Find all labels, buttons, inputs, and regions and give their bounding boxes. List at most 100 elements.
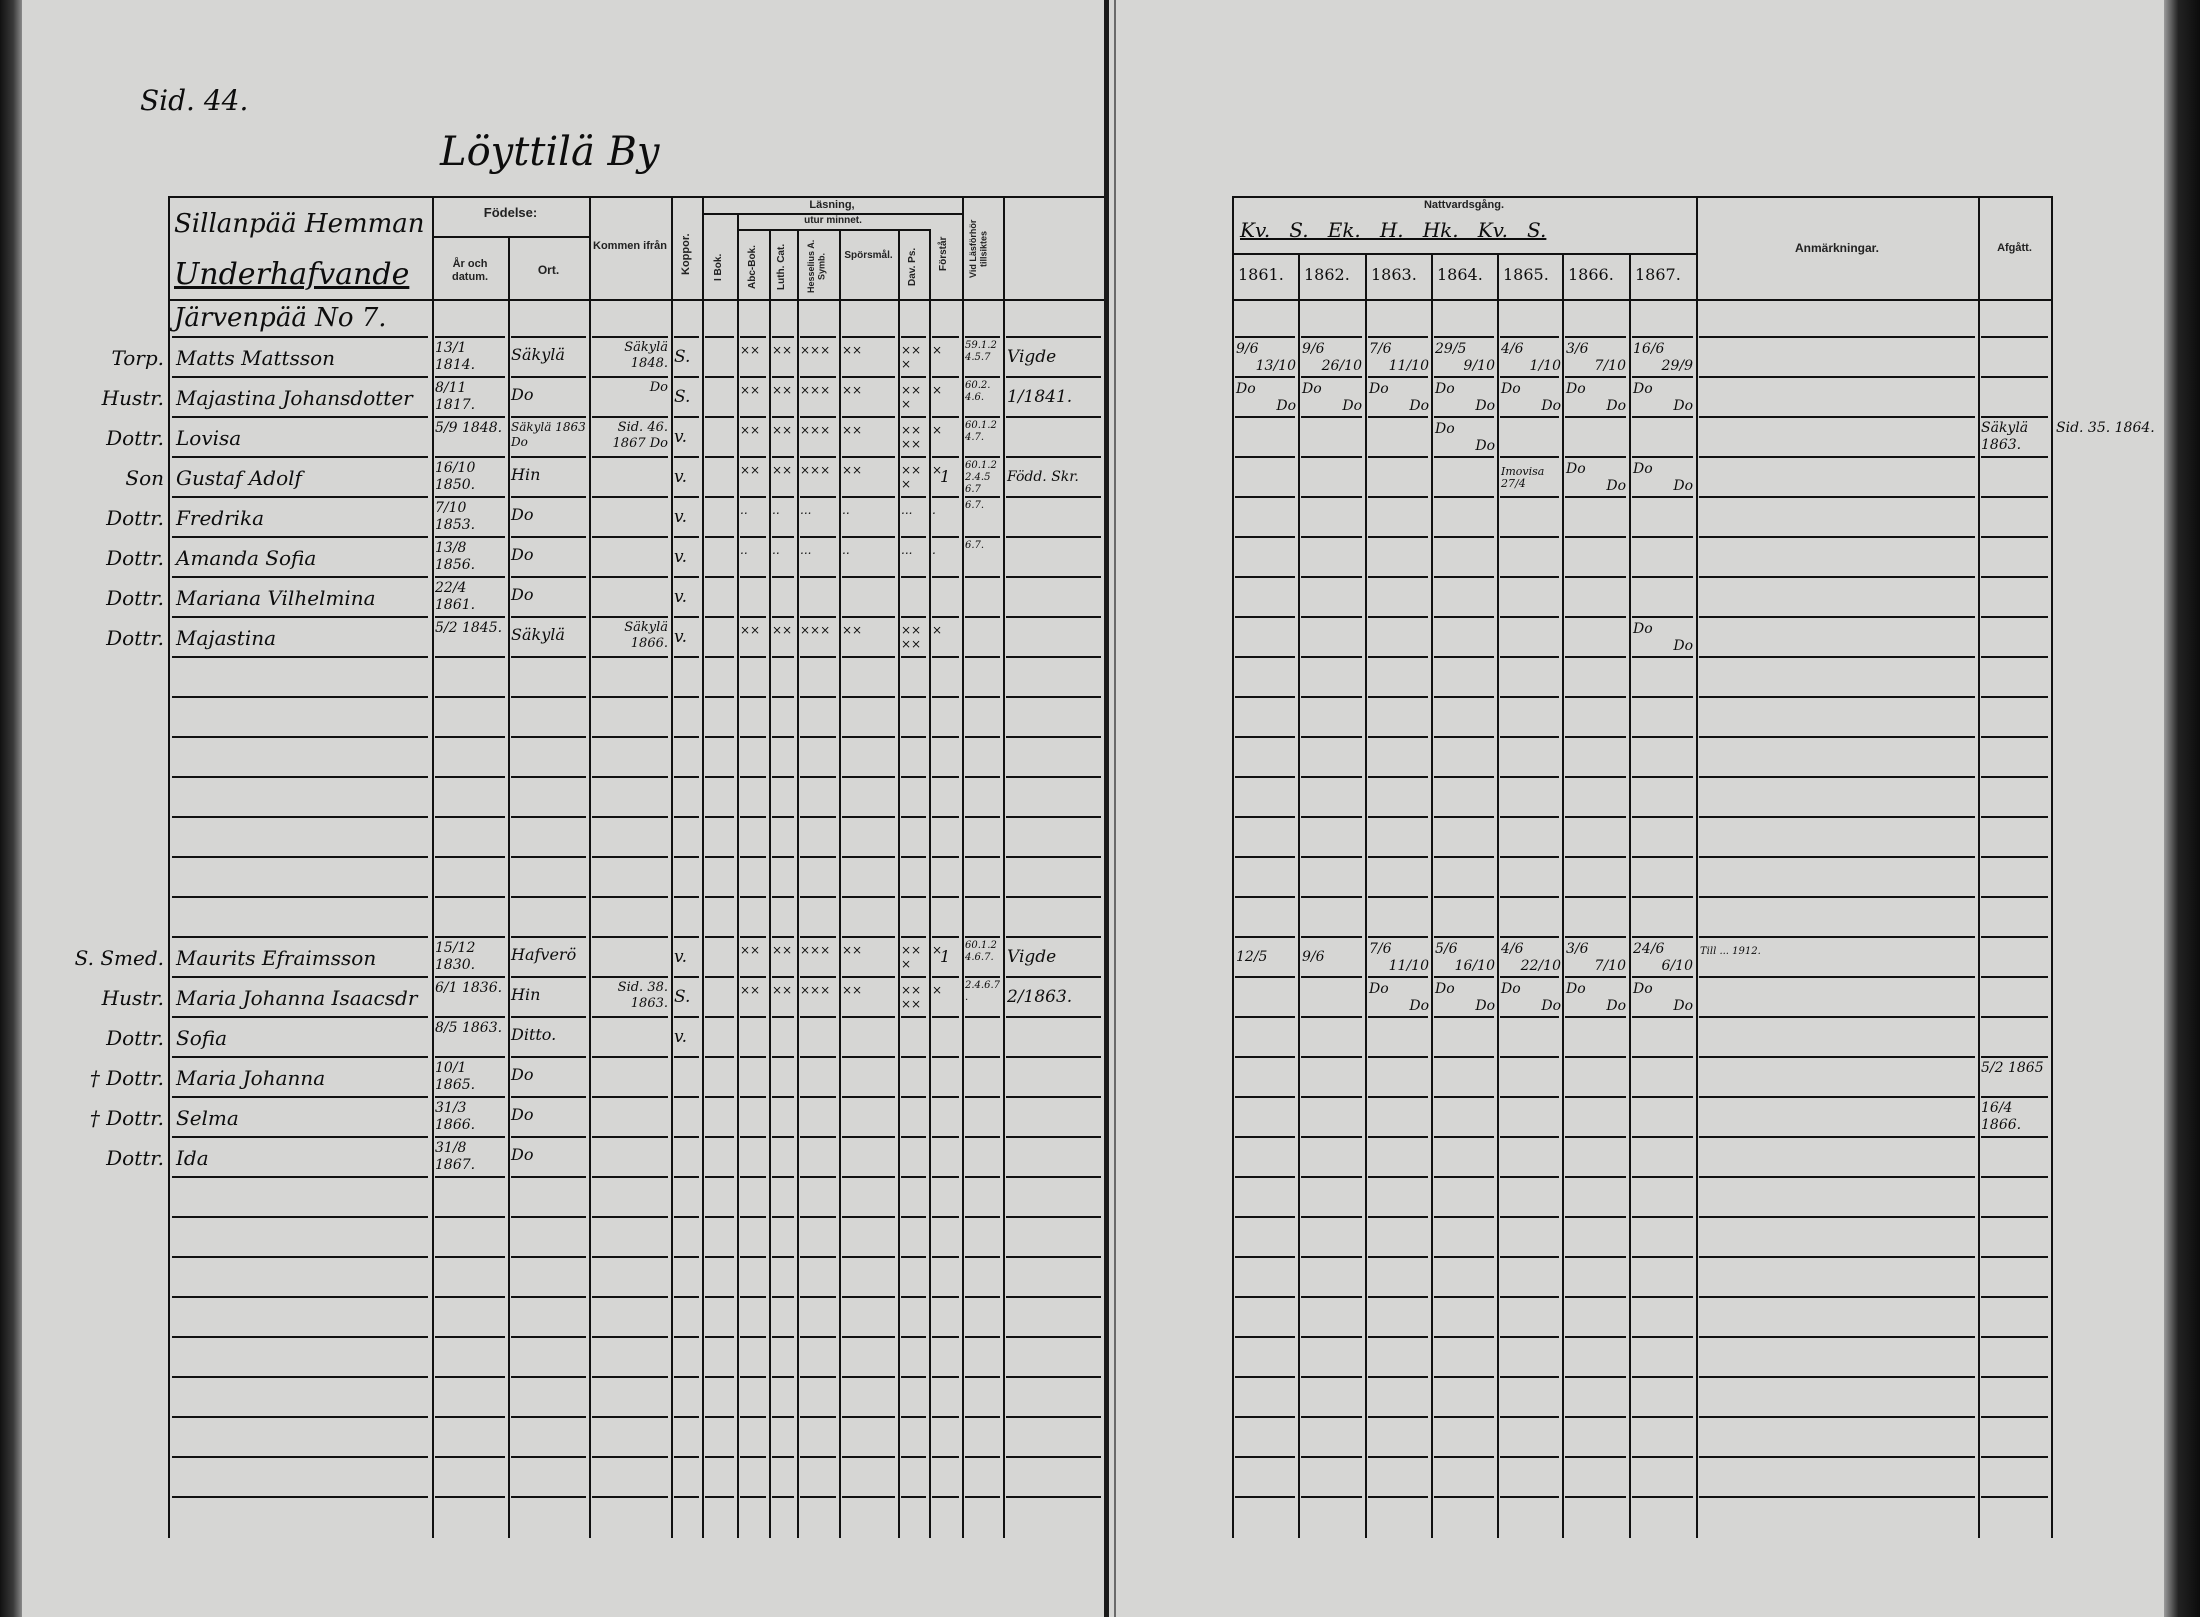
row-rule [965, 1336, 1000, 1338]
row-rule [1006, 1336, 1101, 1338]
row-rule [674, 856, 699, 858]
row-rule [511, 1176, 586, 1178]
row-rule [932, 896, 959, 898]
communion-year-cell: Do Do [1435, 420, 1495, 455]
row-rule [800, 976, 836, 978]
communion-date: Do [1501, 980, 1521, 997]
reading-mark: ××× [800, 383, 831, 397]
row-rule [172, 976, 428, 978]
row-rule [511, 1256, 586, 1258]
row-rule [1981, 736, 2048, 738]
row-rule [932, 1096, 959, 1098]
row-rule [674, 1056, 699, 1058]
header-dav-ps: Dav. Ps. [907, 247, 918, 287]
page-fold [1104, 0, 1109, 1617]
row-rule [901, 456, 926, 458]
row-rule [1006, 1016, 1101, 1018]
row-rule [800, 1416, 836, 1418]
row-rule [772, 1096, 794, 1098]
row-rule [901, 1296, 926, 1298]
communion-year-cell: 9/6 26/10 [1302, 340, 1362, 375]
row-rule [772, 1416, 794, 1418]
came-from: Säkylä 1848. [624, 340, 668, 371]
row-rule [705, 336, 734, 338]
row-rule [1981, 1136, 2048, 1138]
came-from: Säkylä 1866. [624, 620, 668, 651]
row-rule [901, 1456, 926, 1458]
row-rule [1301, 1176, 1362, 1178]
person-name: Gustaf Adolf [176, 466, 302, 490]
row-rule [705, 816, 734, 818]
row-rule [172, 776, 428, 778]
row-rule [800, 856, 836, 858]
row-rule [1500, 936, 1559, 938]
reading-mark: ×× [842, 423, 863, 437]
communion-year-cell: 12/5 [1236, 940, 1296, 975]
reading-mark: ×× [842, 943, 863, 957]
communion-year-cell [1435, 1020, 1495, 1055]
birth-place: Do [511, 505, 534, 524]
column-rule [1431, 253, 1433, 1538]
row-rule [1981, 1496, 2048, 1498]
communion-year-cell [1236, 620, 1296, 655]
row-rule [772, 856, 794, 858]
row-rule [1235, 1336, 1295, 1338]
column-rule [1003, 196, 1005, 1538]
row-rule [1434, 1056, 1494, 1058]
communion-year-cell [1369, 420, 1429, 455]
row-rule [674, 1096, 699, 1098]
column-rule [168, 196, 170, 1538]
row-rule [1981, 936, 2048, 938]
row-rule [740, 416, 766, 418]
row-rule [1434, 976, 1494, 978]
row-rule [842, 1096, 895, 1098]
row-rule [800, 1016, 836, 1018]
communion-year-cell: Do Do [1369, 980, 1429, 1015]
communion-year-cell [1501, 1100, 1561, 1135]
vid-lasforhor-mark: 60.1.2 4.6.7. [965, 940, 997, 963]
row-rule [705, 896, 734, 898]
communion-year-cell [1566, 500, 1626, 535]
row-rule [1500, 976, 1559, 978]
birth-date: 5/2 1845. [435, 620, 503, 636]
row-rule [842, 1296, 895, 1298]
row-rule [932, 1136, 959, 1138]
row-rule [740, 616, 766, 618]
row-rule [800, 576, 836, 578]
row-rule [1235, 1176, 1295, 1178]
person-role: † Dottr. [89, 1106, 164, 1130]
row-rule [772, 1336, 794, 1338]
reading-mark: ... [901, 503, 913, 517]
row-rule [932, 616, 959, 618]
row-rule [800, 1496, 836, 1498]
row-rule [1699, 1096, 1975, 1098]
row-rule [1006, 416, 1101, 418]
row-rule [1434, 616, 1494, 618]
row-rule [172, 856, 428, 858]
row-rule [901, 1096, 926, 1098]
estate-name: Sillanpää Hemman [174, 209, 425, 239]
row-rule [1434, 1136, 1494, 1138]
row-rule [435, 1136, 505, 1138]
row-rule [842, 336, 895, 338]
communion-year-cell: 9/6 13/10 [1236, 340, 1296, 375]
row-rule [172, 656, 428, 658]
row-rule [842, 1376, 895, 1378]
communion-date: Imovisa 27/4 [1501, 464, 1545, 490]
forstar-mark: 1 [940, 467, 951, 486]
row-rule [1301, 1016, 1362, 1018]
communion-year-cell [1633, 1020, 1693, 1055]
communion-year-cell [1435, 620, 1495, 655]
row-rule [1981, 376, 2048, 378]
row-rule [592, 536, 668, 538]
year-header: 1861. [1238, 265, 1284, 284]
came-from: Sid. 46. 1867 Do [612, 420, 668, 451]
person-role: Son [125, 466, 164, 490]
row-rule [592, 576, 668, 578]
row-rule [592, 336, 668, 338]
row-rule [965, 816, 1000, 818]
row-rule [842, 376, 895, 378]
reading-mark: ××× [800, 343, 831, 357]
communion-year-cell: Do Do [1369, 380, 1429, 415]
row-rule [965, 376, 1000, 378]
